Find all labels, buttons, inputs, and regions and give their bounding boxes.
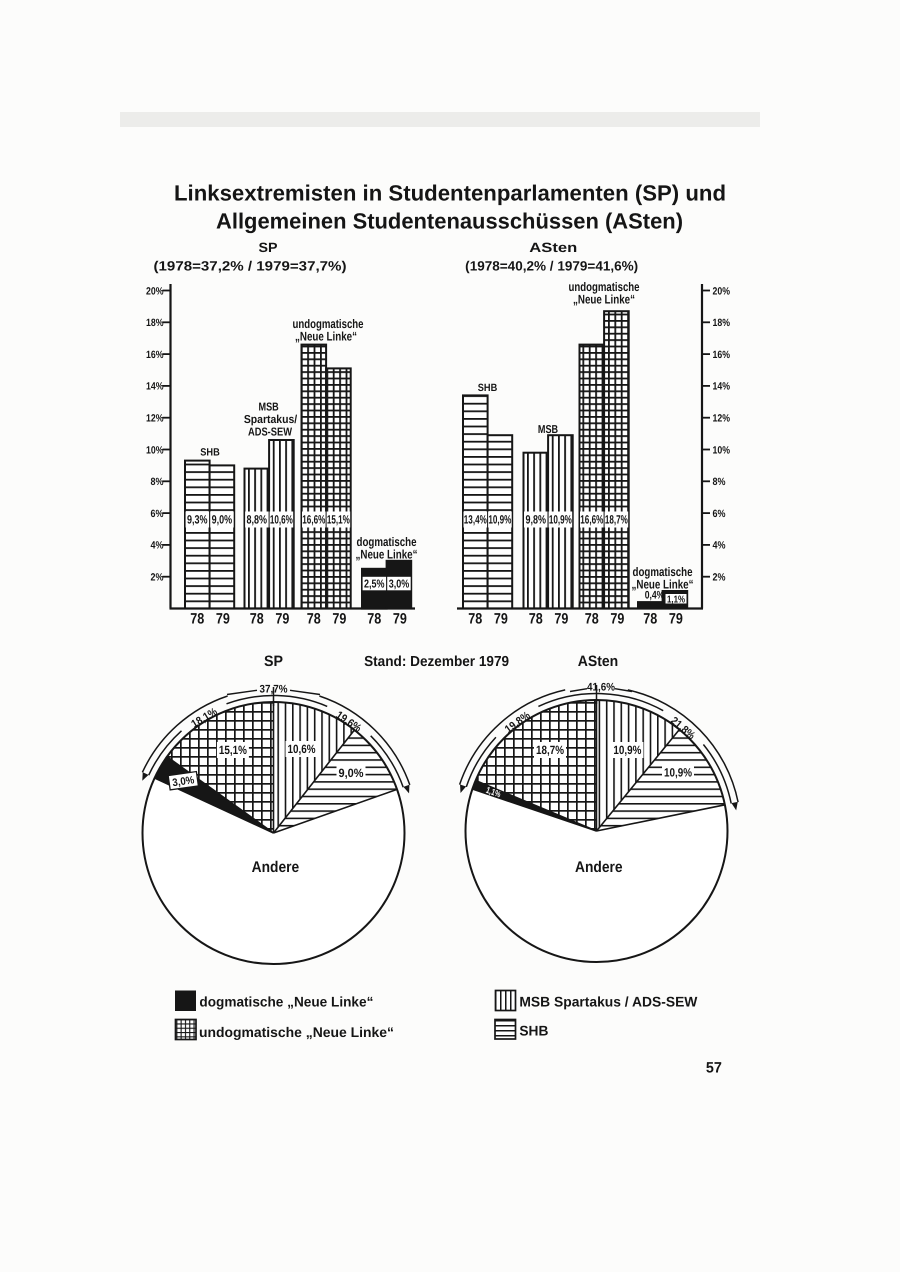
svg-text:10%: 10%	[146, 444, 164, 456]
svg-text:3,0%: 3,0%	[389, 578, 410, 590]
svg-text:14%: 14%	[146, 381, 164, 393]
svg-text:dogmatische „Neue Linke“: dogmatische „Neue Linke“	[199, 994, 373, 1010]
svg-text:Allgemeinen Studentenausschüss: Allgemeinen Studentenausschüssen (ASten)	[216, 209, 683, 234]
svg-text:undogmatische: undogmatische	[569, 280, 640, 294]
svg-text:18,7%: 18,7%	[536, 743, 564, 757]
svg-text:57: 57	[706, 1060, 722, 1077]
svg-text:10,9%: 10,9%	[613, 743, 641, 757]
svg-text:79: 79	[216, 611, 230, 628]
svg-text:undogmatische: undogmatische	[293, 317, 364, 331]
svg-text:10,6%: 10,6%	[270, 512, 293, 526]
svg-text:„Neue Linke“: „Neue Linke“	[573, 293, 635, 307]
svg-text:(1978=37,2% / 1979=37,7%): (1978=37,2% / 1979=37,7%)	[154, 259, 347, 274]
svg-text:16,6%: 16,6%	[302, 512, 325, 526]
svg-text:14%: 14%	[713, 381, 731, 393]
svg-text:79: 79	[610, 611, 624, 628]
svg-text:ASten: ASten	[578, 653, 619, 670]
svg-text:4%: 4%	[713, 540, 727, 552]
svg-text:78: 78	[468, 611, 482, 628]
svg-text:20%: 20%	[713, 285, 731, 297]
svg-text:12%: 12%	[713, 413, 731, 425]
svg-text:Andere: Andere	[252, 859, 300, 876]
svg-text:Stand: Dezember 1979: Stand: Dezember 1979	[364, 654, 509, 670]
svg-text:9,3%: 9,3%	[187, 512, 208, 526]
svg-text:„Neue Linke“: „Neue Linke“	[356, 548, 418, 562]
svg-text:78: 78	[643, 611, 657, 628]
svg-text:dogmatische: dogmatische	[357, 535, 417, 549]
svg-text:9,0%: 9,0%	[212, 512, 233, 526]
svg-text:2%: 2%	[713, 572, 727, 584]
svg-text:15,1%: 15,1%	[327, 512, 350, 526]
svg-text:SHB: SHB	[200, 447, 220, 459]
svg-text:Andere: Andere	[575, 859, 623, 876]
svg-text:8,8%: 8,8%	[247, 512, 268, 526]
svg-text:2,5%: 2,5%	[364, 578, 385, 590]
svg-text:3,0%: 3,0%	[172, 774, 196, 789]
svg-text:ADS-SEW: ADS-SEW	[248, 426, 292, 438]
svg-text:MSB: MSB	[538, 424, 558, 436]
svg-text:Linksextremisten in Studentenp: Linksextremisten in Studentenparlamenten…	[174, 181, 726, 206]
svg-text:13,4%: 13,4%	[464, 512, 487, 526]
svg-text:(1978=40,2% / 1979=41,6%): (1978=40,2% / 1979=41,6%)	[465, 259, 638, 274]
svg-text:78: 78	[585, 611, 599, 628]
svg-text:15,1%: 15,1%	[219, 743, 247, 757]
svg-text:18%: 18%	[713, 317, 731, 329]
svg-text:undogmatische „Neue Linke“: undogmatische „Neue Linke“	[199, 1024, 394, 1040]
svg-text:78: 78	[529, 611, 543, 628]
svg-text:1,1%: 1,1%	[485, 785, 503, 800]
svg-text:79: 79	[554, 611, 568, 628]
svg-text:dogmatische: dogmatische	[633, 565, 693, 579]
svg-text:ASten: ASten	[529, 240, 577, 255]
svg-text:78: 78	[367, 611, 381, 628]
svg-text:SHB: SHB	[519, 1023, 548, 1039]
svg-text:9,0%: 9,0%	[339, 766, 364, 780]
svg-text:16%: 16%	[146, 349, 164, 361]
svg-text:18%: 18%	[146, 317, 164, 329]
svg-text:Spartakus/: Spartakus/	[244, 414, 298, 426]
svg-text:8%: 8%	[713, 476, 727, 488]
svg-text:2%: 2%	[151, 572, 165, 584]
svg-text:10,9%: 10,9%	[488, 512, 511, 526]
svg-text:20%: 20%	[146, 285, 164, 297]
svg-text:12%: 12%	[146, 413, 164, 425]
svg-text:41,6%: 41,6%	[587, 681, 615, 693]
svg-text:10,9%: 10,9%	[549, 512, 572, 526]
svg-text:79: 79	[393, 611, 407, 628]
svg-text:MSB Spartakus / ADS-SEW: MSB Spartakus / ADS-SEW	[519, 994, 698, 1010]
svg-text:„Neue Linke“: „Neue Linke“	[295, 330, 357, 344]
svg-text:6%: 6%	[151, 508, 165, 520]
svg-text:10%: 10%	[713, 444, 731, 456]
svg-text:„Neue Linke“: „Neue Linke“	[632, 578, 694, 592]
svg-text:SP: SP	[259, 240, 278, 255]
svg-text:79: 79	[494, 611, 508, 628]
svg-text:1,1%: 1,1%	[667, 595, 685, 606]
svg-text:79: 79	[669, 611, 683, 628]
svg-text:78: 78	[250, 611, 264, 628]
svg-text:78: 78	[190, 611, 204, 628]
svg-text:6%: 6%	[713, 508, 727, 520]
svg-text:0,4%: 0,4%	[645, 590, 665, 602]
svg-text:SHB: SHB	[478, 382, 498, 394]
svg-text:18,7%: 18,7%	[605, 512, 628, 526]
svg-text:79: 79	[332, 611, 346, 628]
svg-text:37,7%: 37,7%	[260, 683, 288, 695]
svg-text:79: 79	[275, 611, 289, 628]
svg-text:9,8%: 9,8%	[526, 512, 547, 526]
svg-text:MSB: MSB	[259, 402, 279, 414]
svg-text:8%: 8%	[151, 476, 165, 488]
svg-text:78: 78	[307, 611, 321, 628]
svg-text:16,6%: 16,6%	[580, 512, 603, 526]
svg-text:SP: SP	[264, 653, 283, 670]
svg-text:10,9%: 10,9%	[664, 766, 692, 780]
svg-text:10,6%: 10,6%	[288, 742, 316, 756]
svg-text:4%: 4%	[151, 540, 165, 552]
svg-text:16%: 16%	[713, 349, 731, 361]
